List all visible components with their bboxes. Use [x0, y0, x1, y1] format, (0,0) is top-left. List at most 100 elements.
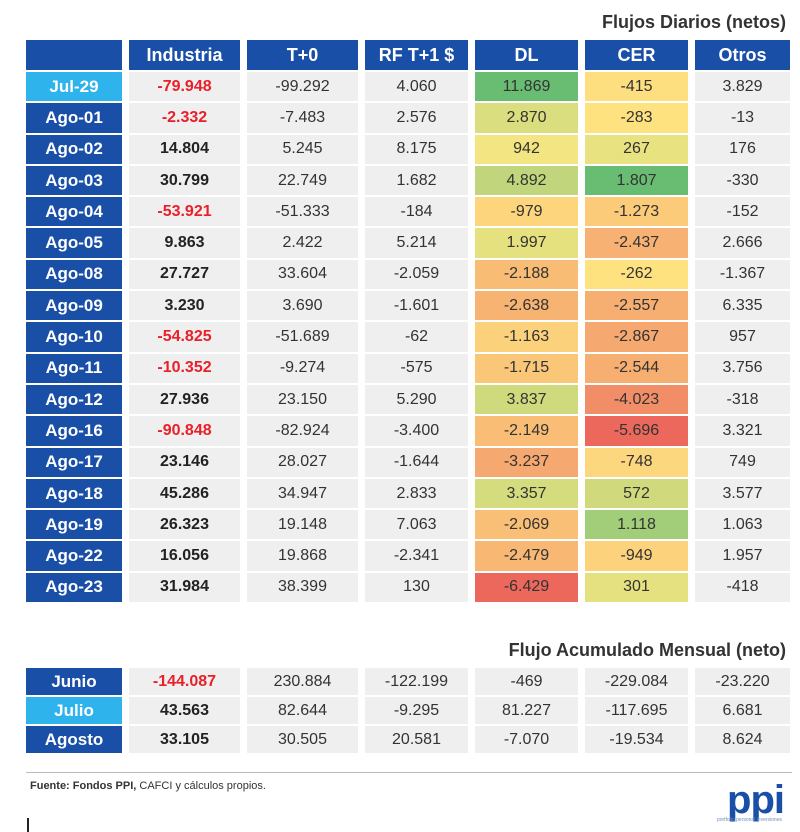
cell-cer: -229.084: [585, 668, 688, 695]
cell-rf: 2.576: [365, 103, 468, 133]
col-header-t0: T+0: [247, 40, 358, 70]
row-label: Ago-02: [26, 134, 122, 164]
cell-otros: 3.756: [695, 353, 790, 383]
cell-cer: -19.534: [585, 726, 688, 753]
cell-rf: 1.682: [365, 165, 468, 196]
daily-flows-table: Industria T+0 RF T+1 $ DL CER Otros Jul-…: [19, 38, 797, 604]
cell-dl: 942: [475, 134, 578, 164]
row-label: Ago-16: [26, 416, 122, 446]
cell-t0: 19.868: [247, 541, 358, 571]
cell-rf: -9.295: [365, 697, 468, 724]
cell-t0: 5.245: [247, 134, 358, 164]
cell-dl: -2.638: [475, 291, 578, 321]
cell-t0: 28.027: [247, 447, 358, 477]
cell-otros: 2.666: [695, 228, 790, 258]
cell-otros: -23.220: [695, 668, 790, 695]
cell-otros: 6.681: [695, 697, 790, 724]
cell-cer: 267: [585, 134, 688, 164]
cell-cer: -4.023: [585, 384, 688, 415]
cell-dl: -1.715: [475, 353, 578, 383]
cell-otros: 749: [695, 447, 790, 477]
cell-industria: 27.727: [129, 259, 240, 290]
col-header-otros: Otros: [695, 40, 790, 70]
row-label: Ago-19: [26, 510, 122, 540]
cell-rf: -184: [365, 197, 468, 227]
table-row: Ago-05 9.863 2.422 5.214 1.997 -2.437 2.666: [26, 228, 790, 258]
cell-cer: -262: [585, 259, 688, 290]
cell-t0: -9.274: [247, 353, 358, 383]
cell-cer: -2.557: [585, 291, 688, 321]
cell-industria: 27.936: [129, 384, 240, 415]
table-row: Ago-16 -90.848 -82.924 -3.400 -2.149 -5.696 3.…: [26, 416, 790, 446]
cell-otros: 6.335: [695, 291, 790, 321]
cell-cer: -2.437: [585, 228, 688, 258]
col-header-industria: Industria: [129, 40, 240, 70]
source-rest: CAFCI y cálculos propios.: [136, 780, 266, 792]
cell-rf: 2.833: [365, 478, 468, 509]
row-label: Ago-03: [26, 165, 122, 196]
cell-industria: 23.146: [129, 447, 240, 477]
source-bold: Fuente: Fondos PPI,: [30, 780, 137, 792]
cell-industria: -2.332: [129, 103, 240, 133]
cell-t0: 34.947: [247, 478, 358, 509]
col-header-cer: CER: [585, 40, 688, 70]
cell-cer: -1.273: [585, 197, 688, 227]
cell-industria: -54.825: [129, 322, 240, 352]
cell-t0: -82.924: [247, 416, 358, 446]
table-row: Agosto 33.105 30.505 20.581 -7.070 -19.534 8.6…: [26, 726, 790, 753]
corner-cell: [26, 40, 122, 70]
cell-dl: -979: [475, 197, 578, 227]
cell-otros: 176: [695, 134, 790, 164]
table-row: Ago-19 26.323 19.148 7.063 -2.069 1.118 1.063: [26, 510, 790, 540]
cell-cer: 1.807: [585, 165, 688, 196]
cell-otros: 3.321: [695, 416, 790, 446]
cell-cer: -283: [585, 103, 688, 133]
cell-dl: 2.870: [475, 103, 578, 133]
cell-rf: -3.400: [365, 416, 468, 446]
row-label: Ago-23: [26, 572, 122, 603]
cell-t0: 30.505: [247, 726, 358, 753]
cell-otros: 1.957: [695, 541, 790, 571]
cell-rf: 4.060: [365, 72, 468, 102]
cell-cer: 572: [585, 478, 688, 509]
cell-industria: 30.799: [129, 165, 240, 196]
cell-dl: -469: [475, 668, 578, 695]
table-row: Ago-22 16.056 19.868 -2.341 -2.479 -949 1.957: [26, 541, 790, 571]
row-label: Ago-04: [26, 197, 122, 227]
cell-t0: 2.422: [247, 228, 358, 258]
cell-rf: -1.644: [365, 447, 468, 477]
cell-rf: 7.063: [365, 510, 468, 540]
row-label: Ago-12: [26, 384, 122, 415]
cell-rf: 5.290: [365, 384, 468, 415]
row-label: Ago-11: [26, 353, 122, 383]
source-divider: [26, 772, 792, 773]
cell-otros: 3.577: [695, 478, 790, 509]
cell-t0: -51.689: [247, 322, 358, 352]
cell-rf: -2.341: [365, 541, 468, 571]
cell-industria: -53.921: [129, 197, 240, 227]
table-row: Ago-11 -10.352 -9.274 -575 -1.715 -2.544 3.756: [26, 353, 790, 383]
cell-t0: -99.292: [247, 72, 358, 102]
cell-rf: 5.214: [365, 228, 468, 258]
monthly-rows: Junio -144.087 230.884 -122.199 -469 -229.084…: [26, 668, 790, 753]
cell-otros: -1.367: [695, 259, 790, 290]
cell-rf: -62: [365, 322, 468, 352]
cell-cer: 301: [585, 572, 688, 603]
cell-industria: -10.352: [129, 353, 240, 383]
cell-otros: 3.829: [695, 72, 790, 102]
table-row: Ago-02 14.804 5.245 8.175 942 267 176: [26, 134, 790, 164]
table-row: Ago-10 -54.825 -51.689 -62 -1.163 -2.867 957: [26, 322, 790, 352]
row-label: Ago-22: [26, 541, 122, 571]
cell-dl: 3.837: [475, 384, 578, 415]
table-row: Ago-03 30.799 22.749 1.682 4.892 1.807 -330: [26, 165, 790, 196]
cell-otros: 8.624: [695, 726, 790, 753]
cell-cer: -5.696: [585, 416, 688, 446]
cell-t0: -51.333: [247, 197, 358, 227]
cell-dl: -6.429: [475, 572, 578, 603]
table-row: Ago-17 23.146 28.027 -1.644 -3.237 -748 749: [26, 447, 790, 477]
cell-industria: -90.848: [129, 416, 240, 446]
cell-cer: -117.695: [585, 697, 688, 724]
cell-industria: 26.323: [129, 510, 240, 540]
daily-header-row: Industria T+0 RF T+1 $ DL CER Otros: [26, 40, 790, 70]
cell-t0: 23.150: [247, 384, 358, 415]
